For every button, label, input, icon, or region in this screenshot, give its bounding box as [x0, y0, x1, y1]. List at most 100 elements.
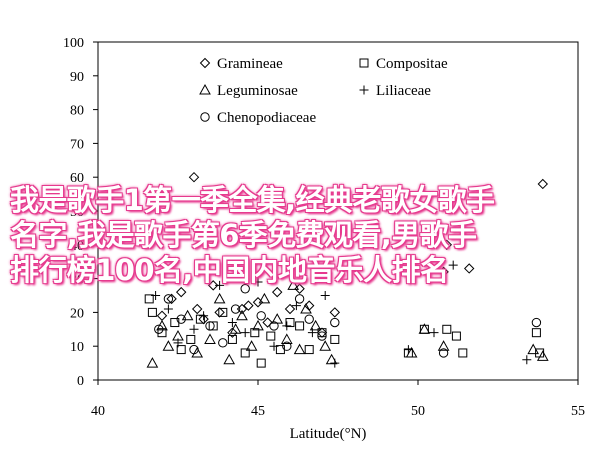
diamond-point — [188, 171, 200, 183]
circle-point — [176, 314, 186, 324]
circle-point — [240, 284, 250, 294]
triangle-point — [319, 340, 332, 351]
circle-point — [282, 341, 292, 351]
plus-point — [448, 260, 458, 270]
legend-label: Gramineae — [217, 56, 283, 72]
square-point — [458, 348, 468, 358]
square-point — [157, 328, 167, 338]
diamond-point — [537, 178, 549, 190]
diamond-point — [441, 239, 453, 251]
square-point — [330, 334, 340, 344]
square-point — [218, 307, 228, 317]
legend-diamond-icon — [199, 57, 211, 69]
triangle-point — [204, 333, 216, 344]
plus-point — [320, 291, 330, 300]
square-point — [442, 324, 452, 334]
diamond-point — [166, 293, 177, 305]
y-tick-label: 50 — [70, 205, 84, 220]
y-axis-ticks: 0 10 20 30 40 50 60 70 80 90 100 — [63, 36, 98, 389]
triangle-point — [418, 323, 431, 334]
circle-point — [330, 317, 340, 328]
y-tick-label: 40 — [70, 239, 84, 254]
diamond-point — [329, 307, 341, 318]
triangle-point — [191, 346, 204, 358]
square-point — [144, 294, 154, 304]
triangle-point — [437, 340, 450, 351]
triangle-point — [258, 292, 271, 304]
triangle-point — [527, 343, 540, 355]
circle-point — [163, 294, 174, 304]
x-axis-title: Latitude(°N) — [290, 426, 367, 442]
square-point — [186, 334, 196, 344]
triangle-point — [405, 346, 418, 358]
triangle-point — [252, 319, 264, 331]
plus-point — [282, 321, 292, 331]
square-point — [240, 348, 250, 358]
plus-point — [522, 355, 532, 365]
plus-point — [240, 328, 250, 338]
square-point — [531, 328, 541, 338]
y-tick-label: 0 — [77, 374, 84, 389]
plus-point — [189, 324, 199, 334]
x-tick-label: 45 — [251, 404, 265, 419]
y-tick-label: 30 — [70, 273, 84, 288]
series-liliaceae — [151, 260, 532, 368]
diamond-point — [463, 263, 475, 274]
diamond-point — [156, 310, 168, 321]
circle-point — [256, 311, 266, 321]
triangle-point — [146, 357, 159, 368]
series-leguminosae — [146, 279, 549, 368]
legend-label: Liliaceae — [376, 83, 431, 99]
plus-point — [269, 341, 279, 351]
triangle-point — [536, 350, 549, 361]
circle-point — [294, 294, 305, 304]
square-point — [208, 321, 218, 331]
diamond-point — [236, 303, 248, 315]
y-tick-label: 90 — [70, 70, 84, 85]
triangle-point — [245, 340, 258, 351]
circle-point — [304, 314, 314, 324]
plus-point — [429, 328, 439, 338]
square-point — [304, 345, 314, 355]
diamond-point — [262, 317, 273, 328]
plus-point — [330, 358, 340, 368]
triangle-point — [229, 323, 242, 334]
y-tick-label: 70 — [70, 137, 84, 152]
legend: Gramineae Compositae Leguminosae Liliaceae C… — [199, 56, 448, 126]
triangle-point — [213, 292, 226, 304]
circle-point — [230, 304, 241, 314]
diamond-point — [175, 286, 187, 298]
triangle-point — [236, 309, 248, 321]
plus-point — [199, 311, 209, 321]
circle-point — [438, 348, 449, 358]
legend-circle-icon — [200, 112, 210, 122]
diamond-point — [227, 327, 238, 338]
square-point — [317, 328, 327, 338]
overlay-line-1: 我是歌手1第一季全集,经典老歌女歌手 — [10, 183, 495, 217]
square-point — [250, 328, 260, 338]
square-point — [451, 331, 461, 341]
y-tick-label: 60 — [70, 171, 84, 186]
legend-triangle-icon — [199, 83, 211, 95]
circle-point — [218, 338, 228, 348]
overlay-line-3: 排行榜100名,中国内地音乐人排名 — [10, 253, 449, 287]
circle-point — [189, 344, 199, 355]
triangle-point — [181, 309, 194, 321]
overlay-line-2: 名字,我是歌手第6季免费观看,男歌手 — [10, 218, 477, 252]
plus-point — [173, 338, 183, 348]
triangle-point — [280, 333, 293, 344]
series-compositae — [144, 294, 545, 368]
series-gramineae — [156, 171, 549, 338]
diamond-point — [191, 303, 203, 315]
circle-point — [154, 324, 164, 334]
diamond-point — [214, 307, 225, 318]
triangle-point — [300, 302, 312, 314]
plus-point — [227, 318, 237, 328]
circle-point — [531, 317, 542, 328]
diamond-point — [284, 303, 296, 315]
data-markers — [144, 171, 549, 368]
x-tick-label: 40 — [91, 404, 105, 419]
plus-point — [291, 301, 301, 311]
watermark-overlay-text: 我是歌手1第一季全集,经典老歌女歌手 名字,我是歌手第6季免费观看,男歌手 排行… — [10, 183, 590, 288]
plus-point — [307, 328, 317, 338]
